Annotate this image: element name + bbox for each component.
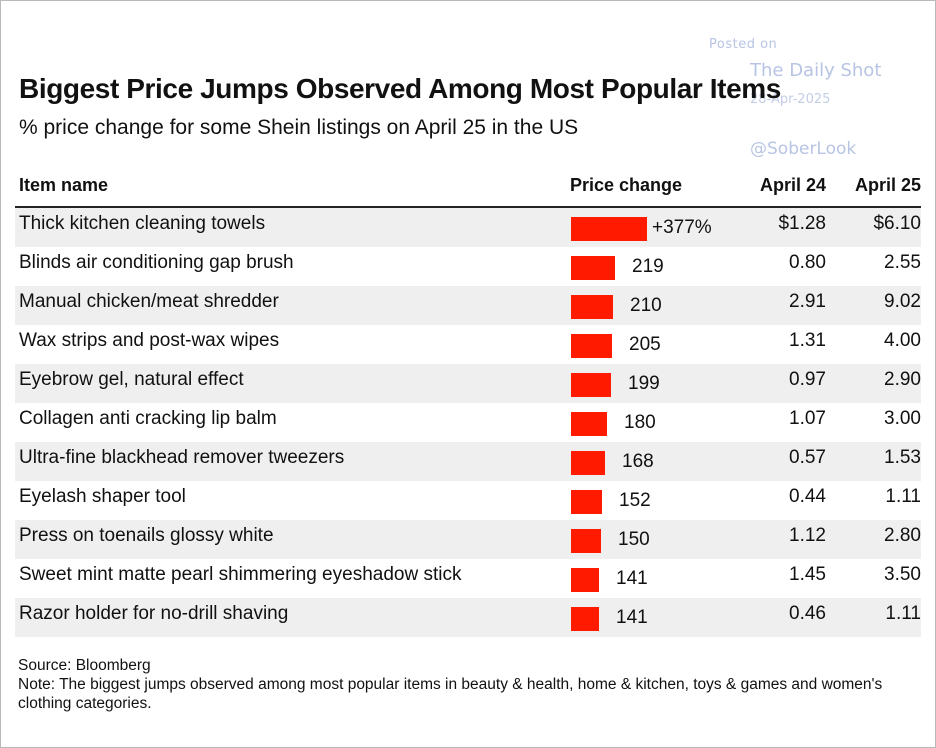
price-change-bar bbox=[571, 295, 613, 319]
april-25-price: 3.50 bbox=[884, 564, 921, 585]
april-24-price: $1.28 bbox=[778, 213, 826, 234]
price-change-label: 219 bbox=[632, 256, 664, 277]
price-change-bar bbox=[571, 451, 605, 475]
price-change-bar bbox=[571, 334, 612, 358]
table-row: Ultra-fine blackhead remover tweezers 168… bbox=[15, 442, 921, 481]
footnote: Note: The biggest jumps observed among m… bbox=[18, 676, 883, 712]
april-24-price: 1.07 bbox=[789, 408, 826, 429]
april-25-price: 1.53 bbox=[884, 447, 921, 468]
column-header-april-25: April 25 bbox=[854, 175, 921, 195]
april-24-price: 0.44 bbox=[789, 486, 826, 507]
price-change-label: 141 bbox=[616, 568, 648, 589]
table-row: Thick kitchen cleaning towels +377% $1.28 $… bbox=[15, 208, 921, 247]
table-row: Wax strips and post-wax wipes 205 1.31 4.00 bbox=[15, 325, 921, 364]
april-24-price: 2.91 bbox=[789, 291, 826, 312]
price-change-bar bbox=[571, 373, 611, 397]
price-change-bar bbox=[571, 256, 615, 280]
price-change-label: 152 bbox=[619, 490, 651, 511]
column-header-price-change: Price change bbox=[570, 175, 683, 195]
price-change-bar bbox=[571, 490, 602, 514]
chart-title: Biggest Price Jumps Observed Among Most … bbox=[19, 73, 781, 104]
april-24-price: 1.12 bbox=[789, 525, 826, 546]
april-25-price: 2.80 bbox=[884, 525, 921, 546]
price-change-bar bbox=[571, 217, 647, 241]
april-25-price: 2.55 bbox=[884, 252, 921, 273]
price-change-label: 199 bbox=[628, 373, 660, 394]
april-25-price: 1.11 bbox=[885, 486, 921, 507]
item-name: Ultra-fine blackhead remover tweezers bbox=[19, 447, 345, 468]
item-name: Eyelash shaper tool bbox=[19, 486, 186, 507]
april-25-price: 4.00 bbox=[884, 330, 921, 351]
item-name: Sweet mint matte pearl shimmering eyesha… bbox=[19, 564, 462, 585]
price-change-label: 210 bbox=[630, 295, 662, 316]
april-24-price: 0.57 bbox=[789, 447, 826, 468]
april-24-price: 1.31 bbox=[789, 330, 826, 351]
watermark-handle: @SoberLook bbox=[750, 139, 857, 159]
april-25-price: $6.10 bbox=[873, 213, 921, 234]
item-name: Collagen anti cracking lip balm bbox=[19, 408, 277, 429]
item-name: Thick kitchen cleaning towels bbox=[19, 213, 266, 234]
april-25-price: 2.90 bbox=[884, 369, 921, 390]
table-row: Blinds air conditioning gap brush 219 0.80… bbox=[15, 247, 921, 286]
price-change-label: +377% bbox=[652, 217, 712, 238]
price-change-label: 205 bbox=[629, 334, 661, 355]
table-row: Manual chicken/meat shredder 210 2.91 9.02 bbox=[15, 286, 921, 325]
table-row: Eyelash shaper tool 152 0.44 1.11 bbox=[15, 481, 921, 520]
april-24-price: 0.80 bbox=[789, 252, 826, 273]
april-25-price: 1.11 bbox=[885, 603, 921, 624]
header-rule bbox=[15, 206, 921, 208]
table-row: Press on toenails glossy white 150 1.12 2.8… bbox=[15, 520, 921, 559]
watermark-date: 28-Apr-2025 bbox=[750, 92, 831, 107]
chart-footer: Source: Bloomberg Note: The biggest jump… bbox=[18, 656, 918, 713]
price-change-bar bbox=[571, 412, 607, 436]
price-change-bar bbox=[571, 607, 599, 631]
april-25-price: 3.00 bbox=[884, 408, 921, 429]
column-header-april-24: April 24 bbox=[759, 175, 826, 195]
april-24-price: 0.46 bbox=[789, 603, 826, 624]
price-change-label: 168 bbox=[622, 451, 654, 472]
april-25-price: 9.02 bbox=[884, 291, 921, 312]
april-24-price: 1.45 bbox=[789, 564, 826, 585]
table-body: Thick kitchen cleaning towels +377% $1.28 $… bbox=[15, 208, 921, 637]
chart-subtitle: % price change for some Shein listings o… bbox=[19, 116, 579, 139]
table-row: Sweet mint matte pearl shimmering eyesha… bbox=[15, 559, 921, 598]
april-24-price: 0.97 bbox=[789, 369, 826, 390]
item-name: Manual chicken/meat shredder bbox=[19, 291, 279, 312]
price-change-bar bbox=[571, 568, 599, 592]
price-change-label: 150 bbox=[618, 529, 650, 550]
item-name: Wax strips and post-wax wipes bbox=[19, 330, 280, 351]
table-row: Razor holder for no-drill shaving 141 0.46… bbox=[15, 598, 921, 637]
price-change-bar bbox=[571, 529, 601, 553]
price-change-label: 141 bbox=[616, 607, 648, 628]
item-name: Press on toenails glossy white bbox=[19, 525, 274, 546]
source-note: Source: Bloomberg bbox=[18, 657, 151, 674]
watermark-posted: Posted on bbox=[709, 37, 778, 52]
item-name: Blinds air conditioning gap brush bbox=[19, 252, 294, 273]
table-row: Collagen anti cracking lip balm 180 1.07 3.… bbox=[15, 403, 921, 442]
column-header-item-name: Item name bbox=[19, 175, 109, 195]
table-row: Eyebrow gel, natural effect 199 0.97 2.90 bbox=[15, 364, 921, 403]
item-name: Razor holder for no-drill shaving bbox=[19, 603, 289, 624]
price-change-label: 180 bbox=[624, 412, 656, 433]
item-name: Eyebrow gel, natural effect bbox=[19, 369, 244, 390]
watermark-name: The Daily Shot bbox=[750, 60, 882, 81]
